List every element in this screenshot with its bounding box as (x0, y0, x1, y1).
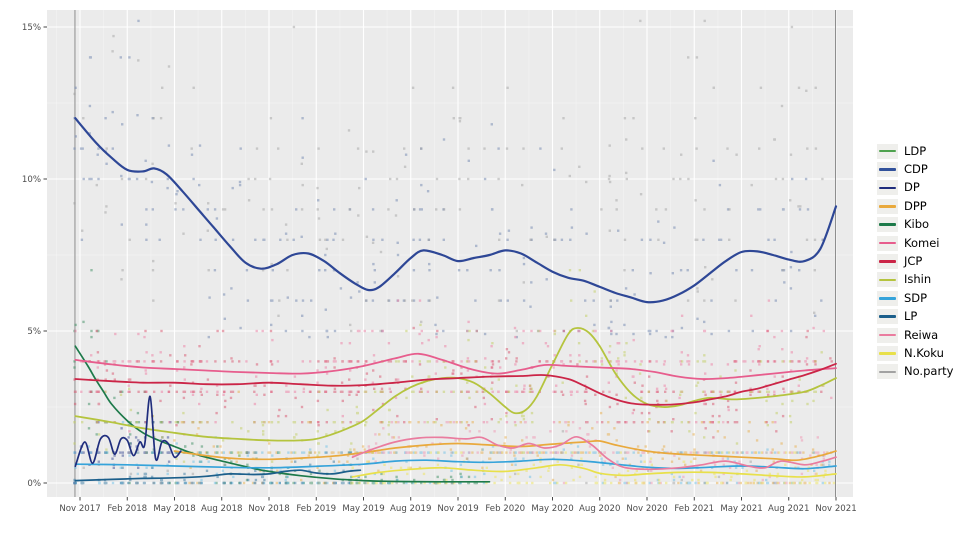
legend-key (877, 235, 898, 251)
x-tick-label: May 2021 (720, 504, 762, 514)
trend-line-DP (74, 395, 182, 468)
legend-line-swatch-icon (879, 297, 896, 300)
legend-line-swatch-icon (879, 260, 896, 263)
scatter-CDP (73, 19, 824, 339)
x-tick-label: Aug 2021 (768, 504, 809, 514)
legend-key (877, 364, 898, 380)
legend-label: Ishin (904, 272, 932, 287)
trend-line-LP (74, 469, 362, 482)
legend-line-swatch-icon (879, 149, 896, 153)
x-tick-label: Aug 2020 (579, 504, 620, 514)
legend-item-reiwa: Reiwa (877, 326, 953, 344)
legend-key (877, 309, 898, 325)
x-tick-label: Nov 2019 (437, 504, 478, 514)
legend-label: LDP (904, 143, 927, 158)
y-axis-labels: 0% 5% 10% 15% (22, 23, 41, 489)
legend-label: N.Koku (904, 345, 944, 360)
legend-item-ldp: LDP (877, 142, 953, 160)
x-tick-label: Aug 2018 (201, 504, 242, 514)
legend-item-sdp: SDP (877, 289, 953, 307)
trend-line-Reiwa (351, 435, 837, 471)
x-tick-label: Feb 2020 (485, 504, 525, 514)
legend-label: LP (904, 309, 918, 324)
x-tick-label: Feb 2019 (296, 504, 336, 514)
legend-key (877, 345, 898, 361)
legend-line-swatch-icon (879, 168, 896, 171)
scatter-N.Koku (350, 451, 836, 485)
legend-item-komei: Komei (877, 234, 953, 252)
legend-item-ishin: Ishin (877, 271, 953, 289)
scatter-LP (73, 451, 360, 485)
legend-line-swatch-icon (879, 205, 896, 208)
legend-label: DP (904, 180, 920, 195)
y-tick-label: 5% (27, 327, 41, 337)
legend-line-swatch-icon (879, 223, 896, 227)
legend-line-swatch-icon (879, 315, 896, 318)
legend-line-swatch-icon (879, 352, 896, 355)
trend-line-SDP (74, 458, 837, 470)
legend-label: SDP (904, 290, 928, 305)
x-tick-label: Nov 2021 (815, 504, 856, 514)
legend-key (877, 327, 898, 343)
legend-label: Komei (904, 235, 940, 250)
legend-line-swatch-icon (879, 241, 896, 245)
legend-item-lp: LP (877, 308, 953, 326)
legend-item-kibo: Kibo (877, 216, 953, 234)
grid-minor (47, 10, 853, 497)
trend-line-JCP (74, 362, 837, 406)
legend-key (877, 290, 898, 306)
y-tick-label: 0% (27, 479, 41, 489)
legend-key (877, 143, 898, 159)
legend-label: No.party (904, 364, 954, 379)
legend-label: JCP (904, 254, 923, 269)
x-tick-label: Feb 2018 (107, 504, 147, 514)
x-tick-label: Feb 2021 (674, 504, 714, 514)
legend-key (877, 180, 898, 196)
x-tick-label: Aug 2019 (390, 504, 431, 514)
legend-item-cdp: CDP (877, 160, 953, 178)
axis-ticks (43, 26, 837, 501)
legend-item-dp: DP (877, 179, 953, 197)
legend-item-no-party: No.party (877, 363, 953, 381)
trend-line-Komei (74, 352, 837, 380)
legend-label: DPP (904, 198, 927, 213)
legend-item-n-koku: N.Koku (877, 344, 953, 362)
trend-line-N.Koku (351, 463, 837, 478)
legend-item-jcp: JCP (877, 252, 953, 270)
plot-panel (47, 10, 853, 497)
legend-line-swatch-icon (879, 370, 896, 374)
legend-item-dpp: DPP (877, 197, 953, 215)
legend-label: Reiwa (904, 327, 939, 342)
x-tick-label: May 2018 (153, 504, 195, 514)
legend-key (877, 198, 898, 214)
legend-line-swatch-icon (879, 278, 896, 282)
x-tick-label: Nov 2020 (626, 504, 667, 514)
x-tick-label: May 2019 (342, 504, 384, 514)
x-tick-label: Nov 2018 (248, 504, 289, 514)
x-tick-label: Nov 2017 (59, 504, 100, 514)
legend-line-swatch-icon (879, 186, 896, 190)
trend-line-Ishin (74, 327, 837, 442)
legend-key (877, 217, 898, 233)
legend-label: Kibo (904, 217, 930, 232)
x-tick-label: May 2020 (531, 504, 573, 514)
legend-label: CDP (904, 162, 928, 177)
trend-line-CDP (74, 117, 838, 304)
legend-key (877, 162, 898, 178)
y-tick-label: 15% (22, 23, 41, 33)
scatter-No.party (73, 19, 825, 333)
legend-key (877, 254, 898, 270)
scatter-Ishin (73, 269, 825, 485)
legend-line-swatch-icon (879, 333, 896, 337)
chart-legend: LDP CDP DP DPP Kibo Komei JCP Ishin SDP LP Reiwa N.… (877, 142, 953, 381)
y-tick-label: 10% (22, 175, 41, 185)
legend-key (877, 272, 898, 288)
x-axis-labels: Nov 2017 Feb 2018 May 2018 Aug 2018 Nov 2018… (59, 504, 856, 514)
trend-line-Kibo (74, 345, 491, 483)
